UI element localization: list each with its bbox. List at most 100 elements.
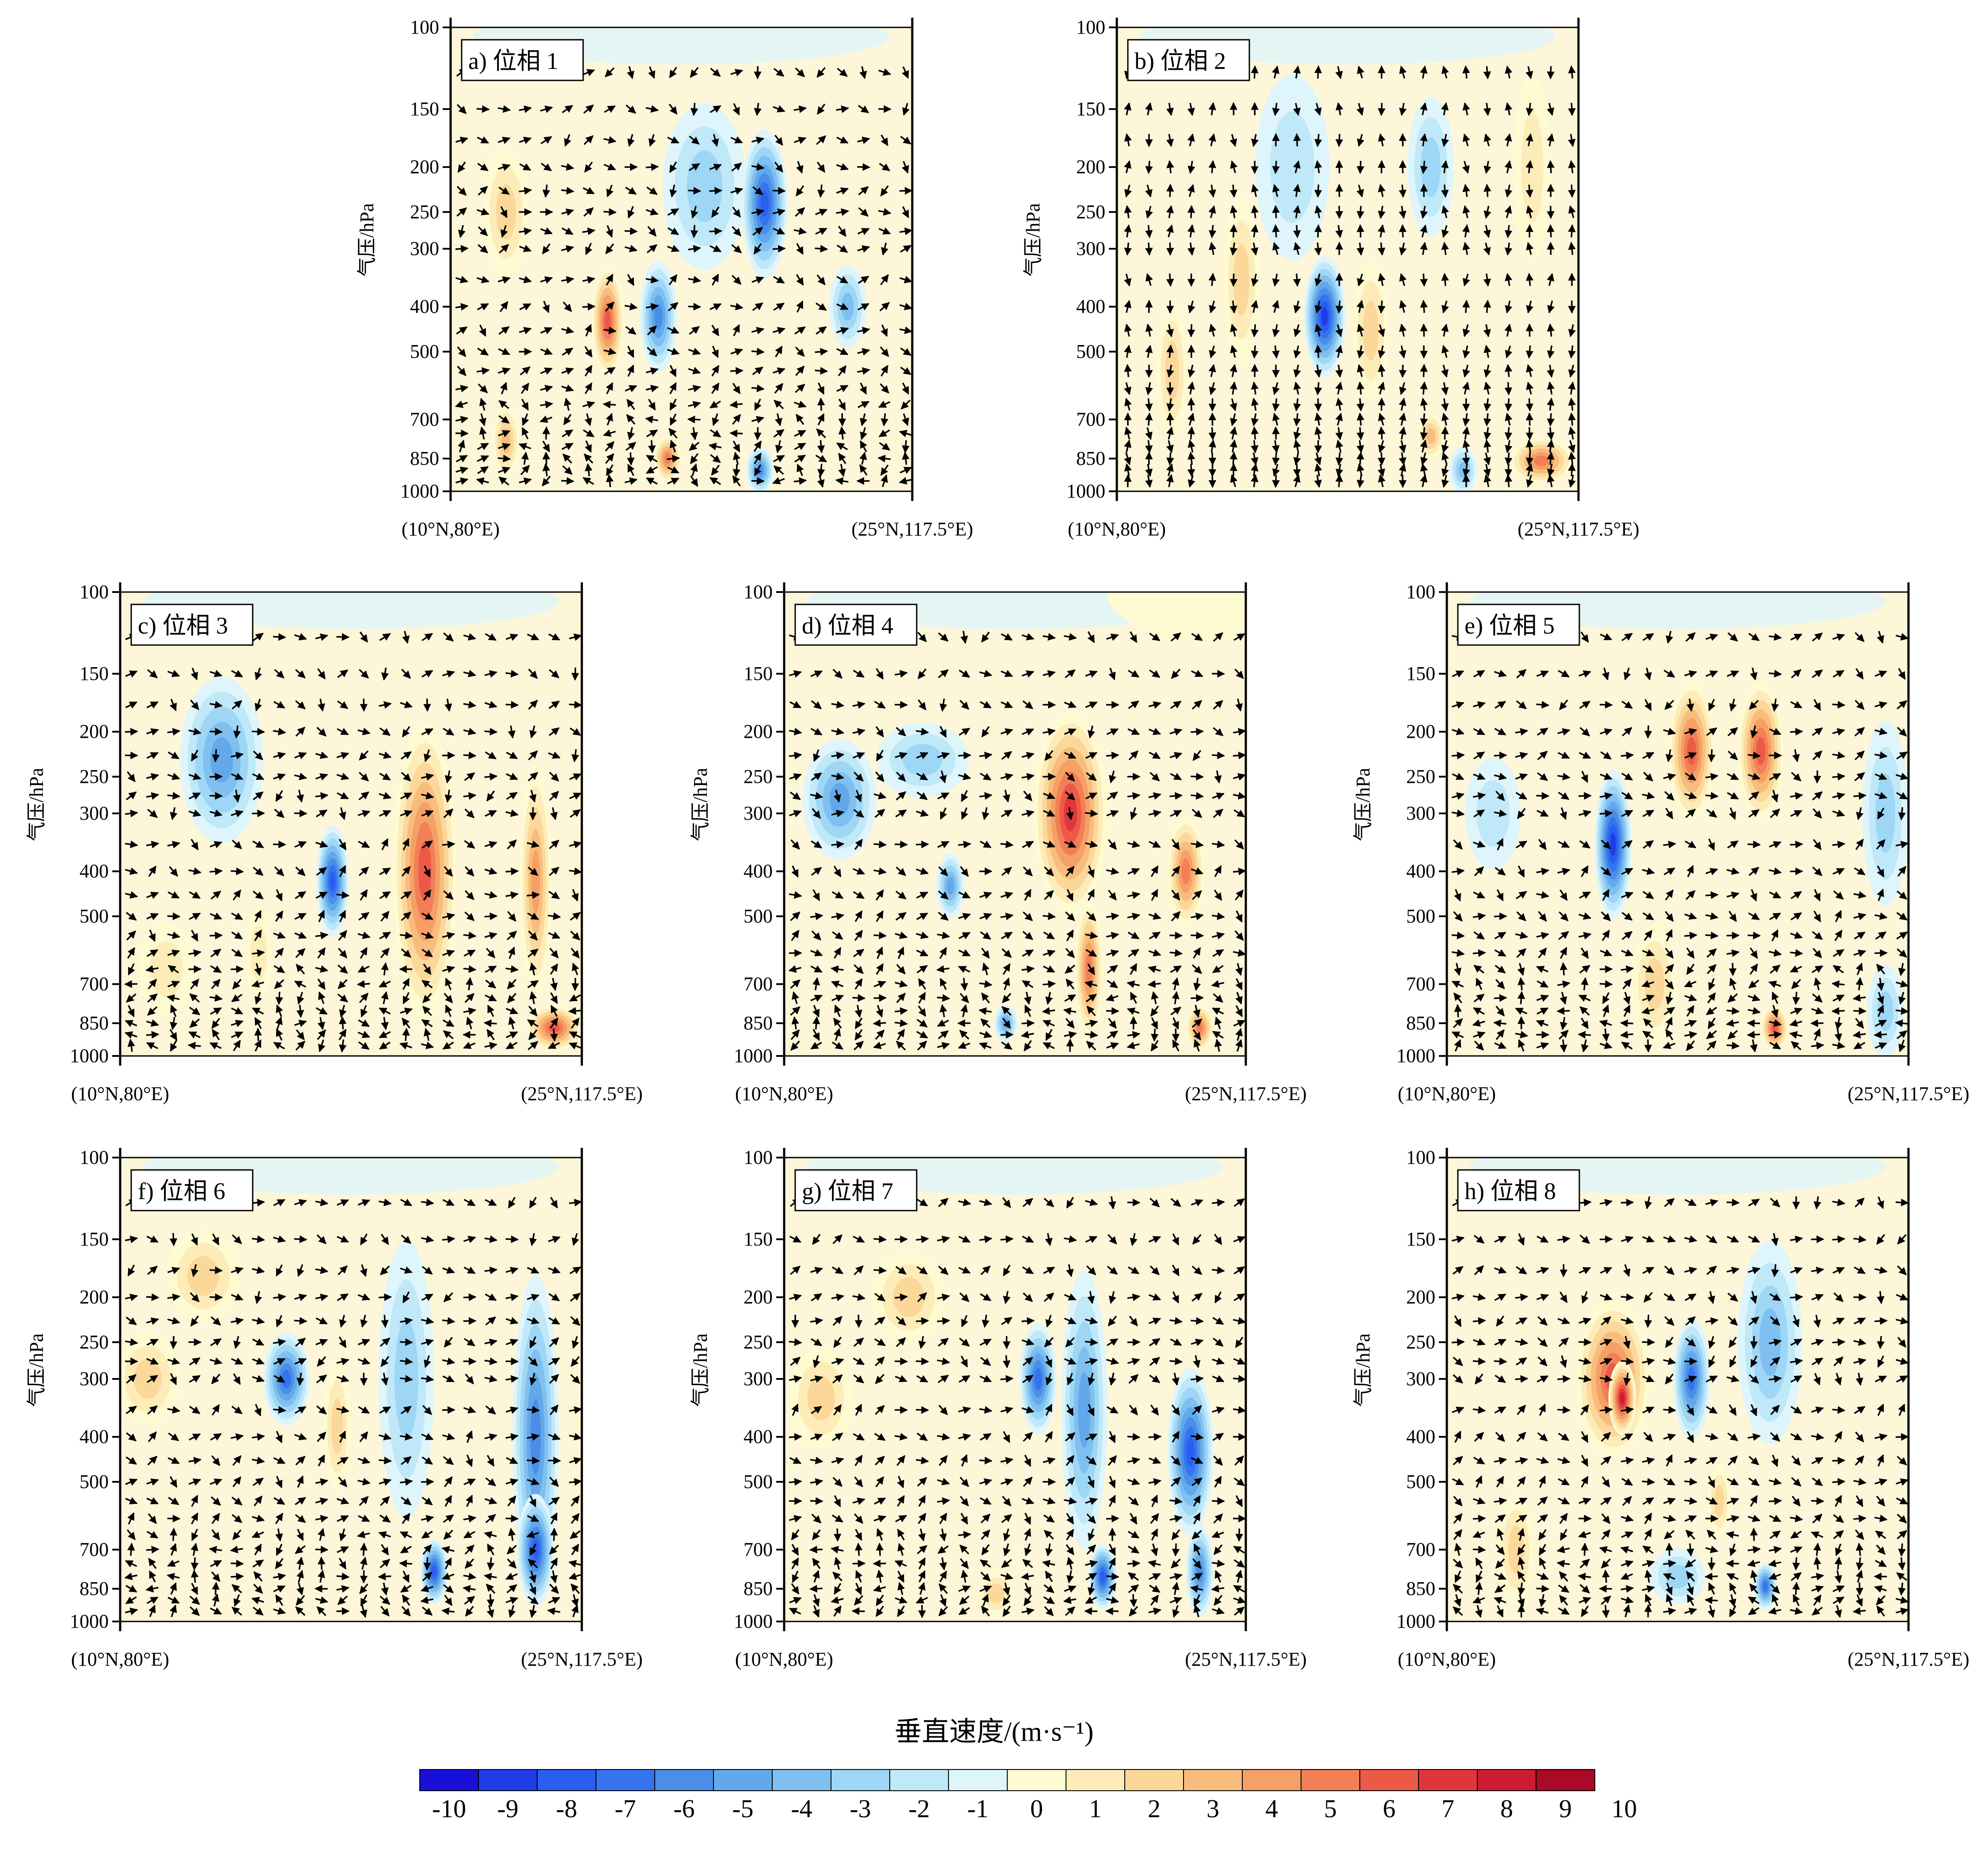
wind-vector <box>1568 224 1576 238</box>
shade-contour <box>1521 111 1544 223</box>
y-tick-label: 700 <box>80 973 109 995</box>
wind-vector <box>1568 103 1576 116</box>
wind-vector <box>1472 1357 1486 1365</box>
wind-vector <box>209 931 223 940</box>
wind-vector <box>751 416 765 424</box>
wind-vector <box>838 399 846 411</box>
colorbar-swatch <box>1477 1769 1537 1791</box>
wind-vector <box>688 186 702 195</box>
wind-vector <box>1377 397 1385 411</box>
colorbar-swatch <box>537 1769 596 1791</box>
wind-vector <box>878 429 890 437</box>
wind-vector <box>873 1019 886 1027</box>
y-tick-label: 200 <box>1406 1286 1435 1308</box>
wind-vector <box>582 69 595 76</box>
wind-vector <box>648 399 656 411</box>
wind-vector <box>895 840 908 848</box>
wind-vector <box>1895 1198 1908 1207</box>
shade-contour <box>1362 300 1379 361</box>
x-left-label: (10°N,80°E) <box>71 1648 169 1670</box>
wind-vector <box>795 67 805 77</box>
wind-vector <box>542 243 551 254</box>
wind-vector <box>1356 452 1365 465</box>
wind-vector <box>709 227 723 235</box>
shade-contour <box>1476 780 1510 847</box>
wind-vector <box>483 1019 497 1027</box>
wind-vector <box>1272 475 1280 488</box>
wind-vector <box>774 413 782 426</box>
wind-vector <box>1620 1199 1634 1207</box>
wind-vector <box>859 382 867 395</box>
shade-contour <box>331 1398 343 1454</box>
wind-vector <box>1483 184 1491 197</box>
panel-label: d) 位相 4 <box>794 604 918 646</box>
wind-vector <box>571 978 579 991</box>
wind-vector <box>603 136 617 144</box>
y-tick-label: 300 <box>80 802 109 824</box>
wind-vector <box>1557 1375 1571 1383</box>
y-tick-label: 250 <box>744 766 773 787</box>
wind-vector <box>916 840 929 849</box>
wind-vector <box>1568 412 1576 426</box>
y-tick-label: 850 <box>744 1012 773 1034</box>
y-tick-label: 700 <box>1406 1538 1435 1560</box>
wind-vector <box>878 208 892 216</box>
wind-vector <box>540 227 553 235</box>
wind-vector <box>1707 749 1716 763</box>
y-tick-label: 100 <box>410 16 439 38</box>
wind-vector <box>857 303 870 311</box>
shade-contour <box>1426 428 1436 444</box>
y-tick-label: 250 <box>1406 1331 1435 1353</box>
wind-vector <box>689 135 700 145</box>
wind-vector <box>457 346 467 357</box>
wind-vector <box>667 227 679 235</box>
wind-vector <box>1377 103 1386 116</box>
wind-vector <box>1233 1375 1246 1383</box>
y-tick-label: 150 <box>744 1228 773 1250</box>
y-tick-label: 150 <box>410 98 439 120</box>
wind-vector <box>774 134 783 146</box>
wind-vector <box>1578 1031 1591 1039</box>
wind-vector <box>809 1585 823 1593</box>
wind-vector <box>296 1005 304 1018</box>
wind-vector <box>1705 891 1719 899</box>
wind-vector <box>836 303 849 310</box>
wind-vector <box>854 1542 863 1556</box>
wind-vector <box>146 1293 159 1301</box>
wind-vector <box>668 302 679 311</box>
wind-vector <box>645 303 659 311</box>
y-tick-label: 500 <box>744 905 773 927</box>
y-axis-label: 气压/hPa <box>690 1333 711 1407</box>
wind-vector <box>455 137 469 144</box>
wind-vector <box>857 228 870 235</box>
y-tick-label: 500 <box>1406 1471 1435 1492</box>
x-left-label: (10°N,80°E) <box>402 518 500 540</box>
wind-vector <box>479 426 487 440</box>
y-tick-label: 200 <box>744 1286 773 1308</box>
wind-vector <box>709 303 722 311</box>
wind-vector <box>1356 412 1365 426</box>
shade-contour <box>1714 1485 1724 1517</box>
wind-vector <box>751 137 765 144</box>
wind-vector <box>604 67 615 78</box>
y-tick-label: 1000 <box>1396 1045 1435 1067</box>
wind-vector <box>456 207 467 217</box>
wind-vector <box>902 382 909 395</box>
shade-contour <box>654 304 663 330</box>
wind-vector <box>833 1528 842 1542</box>
wind-vector <box>880 365 889 377</box>
wind-vector <box>645 276 659 284</box>
wind-vector <box>561 245 574 253</box>
wind-vector <box>794 326 806 335</box>
wind-vector <box>540 401 553 409</box>
y-axis-label: 气压/hPa <box>356 203 378 277</box>
wind-vector <box>1235 1528 1243 1542</box>
shade-contour <box>330 871 336 891</box>
panel-f: 100 150 200 250 300 400 500 700 850 1000 气压/hPa (10… <box>26 1147 643 1670</box>
wind-vector <box>477 208 489 216</box>
wind-vector <box>584 382 592 394</box>
wind-vector <box>583 104 594 114</box>
wind-vector <box>1420 364 1428 377</box>
wind-vector <box>1229 184 1237 198</box>
wind-vector <box>127 1542 135 1556</box>
